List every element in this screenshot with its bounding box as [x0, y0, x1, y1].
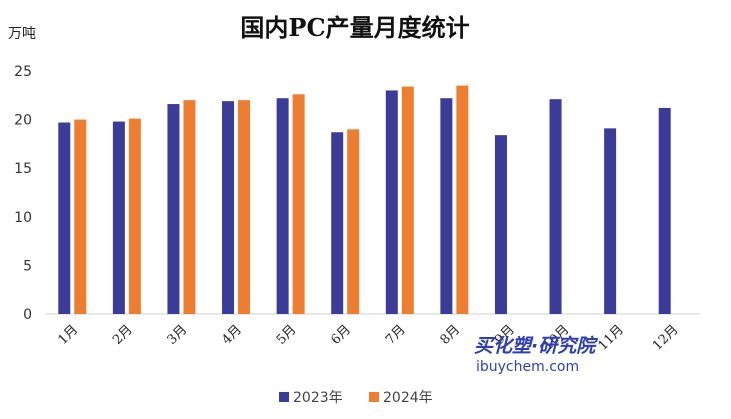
x-tick-label: 1月 [55, 322, 81, 348]
legend-swatch [369, 392, 379, 402]
bar-2-6 [347, 129, 360, 314]
legend-swatch [279, 392, 289, 402]
x-tick-label: 5月 [274, 322, 300, 348]
bar-2-1 [74, 119, 87, 314]
x-tick-label: 6月 [328, 322, 354, 348]
bar-2-3 [183, 100, 196, 314]
y-tick-label: 15 [14, 161, 32, 177]
y-tick-label: 25 [14, 64, 32, 80]
x-tick-label: 2月 [110, 322, 136, 348]
watermark: 买化塑·研究院 ibuychem.com [474, 335, 598, 375]
x-tick-label: 4月 [219, 322, 245, 348]
chart-title: 国内PC产量月度统计 [240, 13, 469, 42]
bar-1-5 [276, 98, 289, 314]
x-tick-label: 8月 [438, 322, 464, 348]
bar-1-1 [58, 122, 71, 315]
bar-2-4 [238, 100, 251, 314]
watermark-cn: 买化塑·研究院 [474, 335, 598, 357]
legend: 2023年 2024年 [279, 390, 433, 406]
y-tick-label: 0 [23, 307, 32, 323]
bar-1-6 [331, 132, 344, 314]
y-tick-label: 20 [14, 113, 32, 129]
bar-1-4 [222, 101, 235, 314]
y-tick-label: 10 [14, 210, 32, 226]
bar-2-5 [292, 94, 305, 314]
legend-label: 2023年 [293, 390, 343, 406]
watermark-en: ibuychem.com [476, 359, 579, 375]
x-tick-label: 3月 [165, 322, 191, 348]
bars [58, 85, 671, 315]
y-axis-ticks: 0 5 10 15 20 25 [14, 64, 32, 323]
bar-2-7 [401, 86, 414, 314]
bar-2-8 [456, 85, 469, 314]
x-tick-label: 7月 [383, 322, 409, 348]
x-tick-label: 12月 [650, 322, 681, 353]
bar-2-2 [128, 118, 141, 315]
legend-label: 2024年 [383, 390, 433, 406]
bar-1-11 [604, 128, 617, 314]
x-tick-label: 11月 [595, 322, 626, 353]
y-tick-label: 5 [23, 258, 32, 274]
y-axis-unit-label: 万吨 [8, 26, 36, 42]
bar-1-7 [385, 90, 398, 314]
bar-1-2 [112, 121, 125, 314]
bar-1-9 [494, 135, 507, 314]
bar-1-12 [658, 107, 671, 314]
bar-1-10 [549, 99, 562, 314]
bar-1-3 [167, 104, 180, 314]
bar-1-8 [440, 98, 453, 314]
